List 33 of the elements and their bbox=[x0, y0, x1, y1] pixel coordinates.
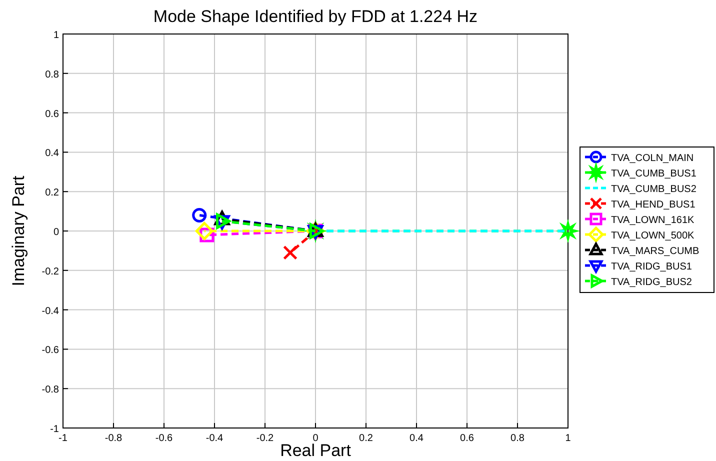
legend-label: TVA_CUMB_BUS1 bbox=[611, 168, 697, 180]
x-tick-label: -0.6 bbox=[155, 433, 174, 444]
y-tick-label: -0.6 bbox=[42, 345, 60, 356]
y-tick-label: -0.2 bbox=[42, 266, 60, 278]
y-tick-label: -0.4 bbox=[42, 306, 60, 317]
y-tick-label: 1 bbox=[53, 30, 60, 41]
legend-label: TVA_COLN_MAIN bbox=[611, 153, 694, 164]
legend-label: TVA_CUMB_BUS2 bbox=[611, 184, 697, 195]
y-tick-label: 0.6 bbox=[45, 108, 60, 120]
x-tick-label: -0.2 bbox=[256, 433, 274, 444]
x-tick-label: 0 bbox=[312, 433, 319, 444]
y-tick-label: 0.8 bbox=[45, 69, 60, 80]
y-tick-label: -0.8 bbox=[42, 384, 60, 396]
x-tick-label: -0.4 bbox=[206, 433, 224, 444]
legend-label: TVA_RIDG_BUS1 bbox=[611, 262, 692, 272]
y-tick-label: 0.2 bbox=[45, 188, 60, 199]
x-tick-label: 1 bbox=[565, 433, 572, 444]
x-tick-label: 0.2 bbox=[359, 433, 374, 444]
legend-label: TVA_LOWN_161K bbox=[611, 215, 695, 226]
legend-label: TVA_HEND_BUS1 bbox=[611, 200, 696, 210]
x-tick-label: 0.6 bbox=[460, 433, 474, 444]
x-tick-label: -0.8 bbox=[104, 433, 123, 444]
y-tick-label: 0 bbox=[53, 227, 60, 238]
x-tick-label: 0.4 bbox=[410, 433, 424, 444]
legend-label: TVA_MARS_CUMB bbox=[611, 246, 700, 257]
legend-label: TVA_RIDG_BUS2 bbox=[611, 277, 692, 288]
y-axis-title: Imaginary Part bbox=[9, 175, 28, 286]
legend-label: TVA_LOWN_500K bbox=[611, 230, 695, 242]
chart-title: Mode Shape Identified by FDD at 1.224 Hz bbox=[153, 7, 478, 26]
y-tick-label: -1 bbox=[50, 424, 60, 435]
y-tick-label: 0.4 bbox=[45, 148, 60, 160]
x-axis-title: Real Part bbox=[280, 441, 352, 460]
x-tick-label: 0.8 bbox=[510, 433, 525, 444]
